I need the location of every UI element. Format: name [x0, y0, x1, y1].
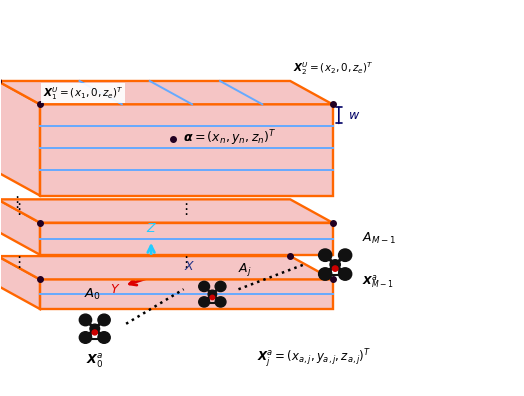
Polygon shape — [0, 256, 333, 280]
Circle shape — [79, 332, 92, 343]
Circle shape — [210, 295, 215, 300]
Text: $\vdots$: $\vdots$ — [178, 254, 189, 270]
Circle shape — [208, 290, 216, 298]
Circle shape — [339, 249, 352, 261]
Text: $A_j$: $A_j$ — [238, 261, 252, 278]
Circle shape — [92, 330, 97, 335]
Circle shape — [98, 314, 110, 326]
Polygon shape — [40, 280, 333, 309]
Text: $\boldsymbol{\alpha}=(x_n,y_n,z_n)^T$: $\boldsymbol{\alpha}=(x_n,y_n,z_n)^T$ — [182, 128, 276, 148]
Circle shape — [199, 297, 210, 307]
Text: $\boldsymbol{X}_2^U=(x_2,0,z_e)^T$: $\boldsymbol{X}_2^U=(x_2,0,z_e)^T$ — [293, 60, 374, 77]
Circle shape — [90, 324, 100, 333]
Text: $Z$: $Z$ — [146, 222, 157, 235]
Text: $\boldsymbol{X}_{M-1}^a$: $\boldsymbol{X}_{M-1}^a$ — [362, 273, 394, 290]
Text: $\vdots$: $\vdots$ — [11, 201, 21, 217]
Polygon shape — [0, 81, 40, 196]
Circle shape — [215, 297, 226, 307]
Circle shape — [332, 266, 338, 271]
Text: $\boldsymbol{X}_j^a=(x_{a,j},y_{a,j},z_{a,j})^T$: $\boldsymbol{X}_j^a=(x_{a,j},y_{a,j},z_{… — [257, 347, 371, 369]
Text: $Y$: $Y$ — [111, 283, 121, 296]
Text: $\vdots$: $\vdots$ — [8, 194, 19, 210]
Circle shape — [330, 260, 341, 269]
Text: $\boldsymbol{X}_1^U=(x_1,0,z_e)^T$: $\boldsymbol{X}_1^U=(x_1,0,z_e)^T$ — [42, 85, 123, 102]
Polygon shape — [40, 104, 333, 196]
Polygon shape — [0, 199, 40, 255]
Text: $\boldsymbol{X}_0^a$: $\boldsymbol{X}_0^a$ — [86, 352, 103, 370]
Circle shape — [199, 281, 210, 291]
Text: $A_{M-1}$: $A_{M-1}$ — [362, 231, 397, 246]
Text: $\vdots$: $\vdots$ — [11, 254, 21, 270]
Circle shape — [98, 332, 110, 343]
Circle shape — [215, 281, 226, 291]
Polygon shape — [0, 81, 333, 104]
Circle shape — [79, 314, 92, 326]
Polygon shape — [0, 199, 333, 223]
Text: $w$: $w$ — [348, 109, 361, 122]
Text: $X$: $X$ — [183, 259, 195, 272]
Text: $A_0$: $A_0$ — [84, 287, 101, 302]
Polygon shape — [0, 256, 40, 309]
Text: $\vdots$: $\vdots$ — [178, 201, 189, 217]
Circle shape — [319, 268, 332, 280]
Polygon shape — [40, 223, 333, 255]
Circle shape — [319, 249, 332, 261]
Circle shape — [339, 268, 352, 280]
